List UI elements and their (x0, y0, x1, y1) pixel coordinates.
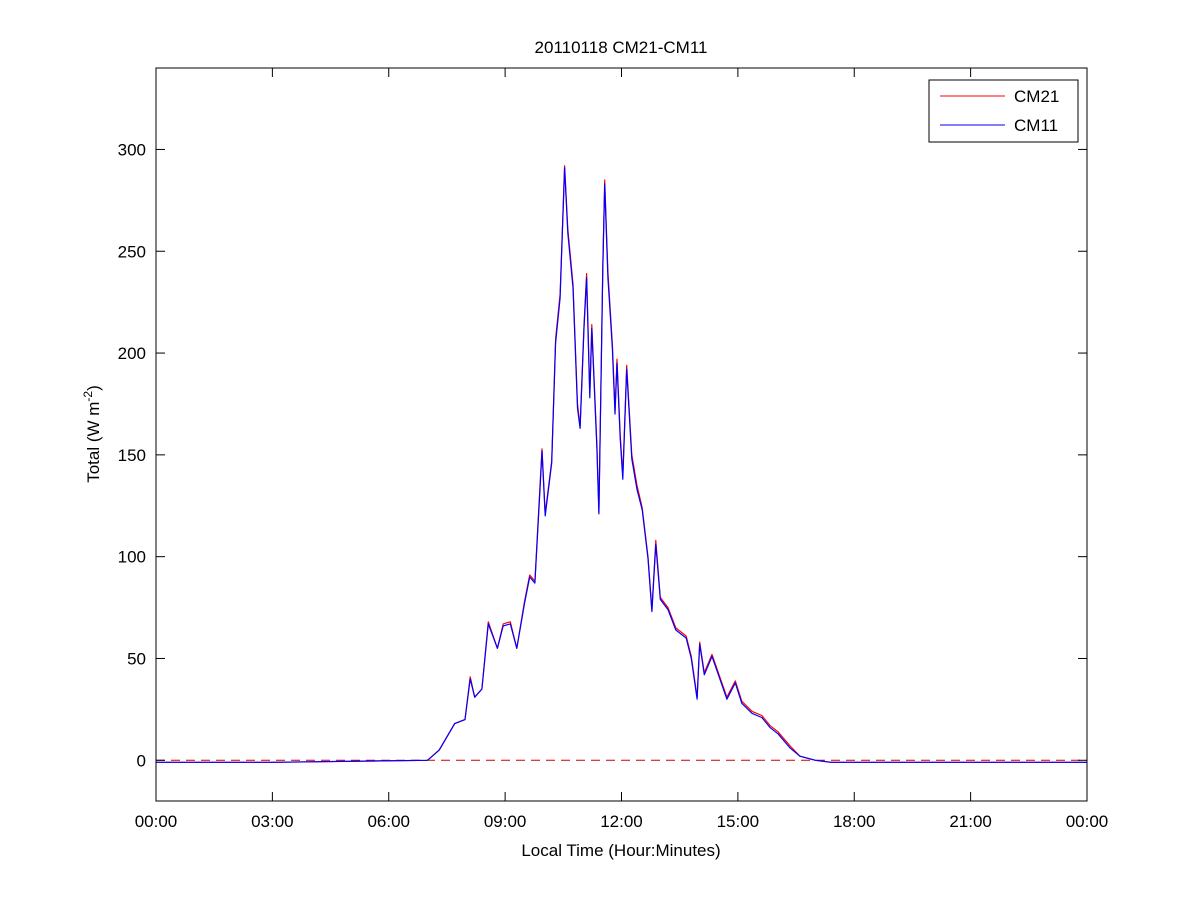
series-line-cm21 (156, 165, 1087, 763)
x-tick-label: 21:00 (949, 812, 992, 831)
x-axis: 00:00 03:00 06:00 09:00 12:00 15:00 18:00 21:00… (135, 68, 1109, 831)
y-axis: 0 50 100 150 200 250 300 (118, 140, 1087, 770)
y-axis-label-superscript: -2 (81, 391, 95, 402)
plot-area (156, 68, 1087, 801)
legend: CM21 CM11 (928, 79, 1079, 143)
y-tick-label: 300 (118, 140, 146, 159)
y-axis-label-close: ) (84, 385, 103, 391)
x-tick-label: 18:00 (833, 812, 876, 831)
y-tick-label: 200 (118, 344, 146, 363)
chart-title: 20110118 CM21-CM11 (535, 38, 708, 57)
y-tick-label: 0 (137, 751, 146, 770)
legend-box (928, 79, 1079, 143)
legend-label-cm21: CM21 (1014, 87, 1059, 106)
y-axis-label-main: Total (W m (84, 402, 103, 483)
series-line-cm11 (156, 167, 1087, 763)
x-axis-label: Local Time (Hour:Minutes) (521, 841, 720, 860)
y-tick-label: 150 (118, 446, 146, 465)
x-tick-label: 00:00 (135, 812, 178, 831)
series-group (156, 165, 1087, 763)
x-tick-label: 03:00 (251, 812, 294, 831)
x-tick-label: 06:00 (367, 812, 410, 831)
x-tick-label: 00:00 (1066, 812, 1109, 831)
y-tick-label: 250 (118, 242, 146, 261)
legend-label-cm11: CM11 (1014, 116, 1058, 135)
y-tick-label: 50 (127, 649, 146, 668)
y-axis-label: Total (W m-2) (81, 385, 103, 483)
x-tick-label: 12:00 (600, 812, 643, 831)
x-tick-label: 15:00 (717, 812, 760, 831)
x-tick-label: 09:00 (484, 812, 527, 831)
y-tick-label: 100 (118, 548, 146, 567)
